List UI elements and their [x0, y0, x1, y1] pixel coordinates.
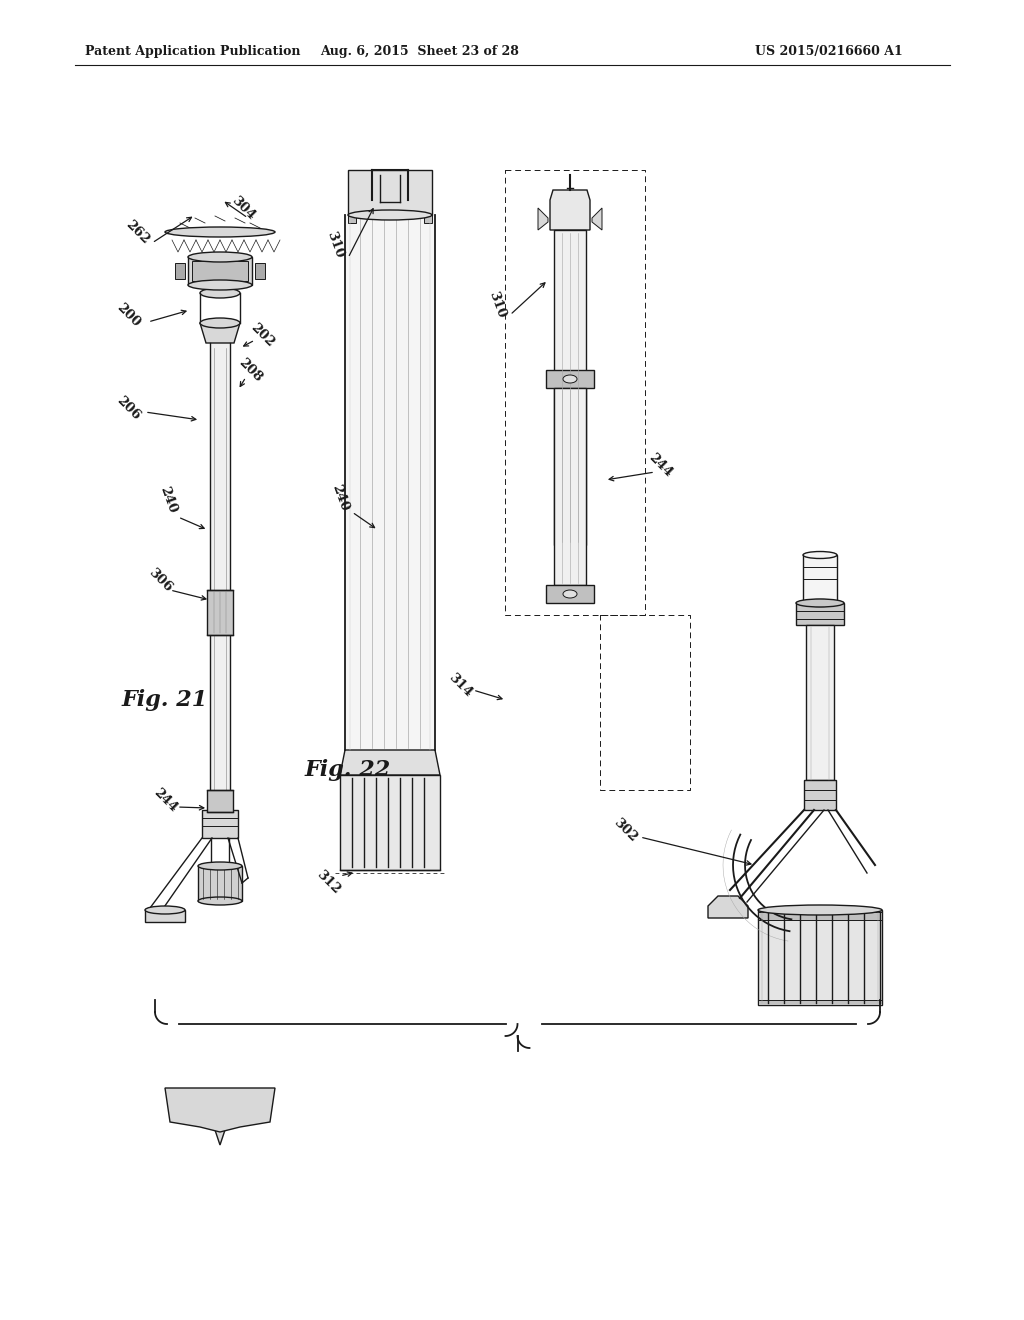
Text: 314: 314 — [445, 671, 474, 700]
Text: Fig. 22: Fig. 22 — [305, 759, 391, 781]
Bar — [758, 912, 882, 920]
Bar — [188, 257, 252, 285]
Bar — [546, 585, 594, 603]
Ellipse shape — [188, 252, 252, 261]
Text: 200: 200 — [114, 301, 142, 329]
Polygon shape — [592, 209, 602, 230]
Ellipse shape — [188, 280, 252, 290]
Bar — [348, 170, 432, 215]
Ellipse shape — [200, 318, 240, 327]
Ellipse shape — [200, 288, 240, 298]
Text: Aug. 6, 2015  Sheet 23 of 28: Aug. 6, 2015 Sheet 23 of 28 — [321, 45, 519, 58]
Bar — [796, 603, 844, 624]
Ellipse shape — [803, 552, 837, 558]
Text: 208: 208 — [236, 355, 264, 384]
Bar — [554, 388, 586, 585]
Polygon shape — [538, 209, 548, 230]
Text: 244: 244 — [151, 785, 179, 814]
Polygon shape — [214, 1127, 226, 1144]
Ellipse shape — [563, 590, 577, 598]
Bar — [554, 230, 586, 545]
Polygon shape — [758, 909, 882, 920]
Ellipse shape — [198, 898, 242, 906]
Text: 304: 304 — [228, 194, 257, 222]
Ellipse shape — [165, 227, 275, 238]
Bar — [424, 215, 432, 223]
Text: 302: 302 — [610, 816, 639, 845]
Bar — [145, 909, 185, 921]
Ellipse shape — [563, 375, 577, 383]
Ellipse shape — [198, 862, 242, 870]
Bar — [806, 624, 834, 780]
Text: 306: 306 — [145, 566, 174, 594]
Polygon shape — [200, 323, 240, 343]
Text: US 2015/0216660 A1: US 2015/0216660 A1 — [755, 45, 903, 58]
Bar — [175, 263, 185, 279]
Text: 206: 206 — [114, 393, 142, 422]
Bar — [255, 263, 265, 279]
Polygon shape — [165, 1088, 275, 1133]
Text: 312: 312 — [313, 867, 342, 896]
Bar — [340, 775, 440, 870]
Ellipse shape — [145, 906, 185, 913]
Ellipse shape — [803, 599, 837, 606]
Bar — [207, 590, 233, 635]
Text: 262: 262 — [123, 218, 152, 247]
Bar — [758, 1001, 882, 1005]
Bar — [193, 261, 248, 281]
Text: Fig. 21: Fig. 21 — [122, 689, 208, 711]
Text: 202: 202 — [248, 321, 276, 350]
Text: 310: 310 — [325, 230, 346, 260]
Text: 244: 244 — [645, 450, 675, 479]
Bar — [198, 866, 242, 902]
Bar — [202, 810, 238, 838]
Bar — [207, 789, 233, 812]
Text: 240: 240 — [329, 483, 351, 513]
Bar — [803, 554, 837, 603]
Text: 240: 240 — [157, 484, 179, 515]
Ellipse shape — [796, 599, 844, 607]
Polygon shape — [340, 750, 440, 775]
Polygon shape — [550, 190, 590, 230]
Ellipse shape — [348, 210, 432, 220]
Bar — [758, 909, 882, 1005]
Bar — [804, 780, 836, 810]
Text: 310: 310 — [486, 290, 508, 321]
Text: Patent Application Publication: Patent Application Publication — [85, 45, 300, 58]
Bar — [546, 370, 594, 388]
Bar — [348, 215, 356, 223]
Polygon shape — [708, 896, 748, 917]
Bar — [345, 215, 435, 750]
Ellipse shape — [758, 906, 882, 915]
Bar — [210, 343, 230, 810]
